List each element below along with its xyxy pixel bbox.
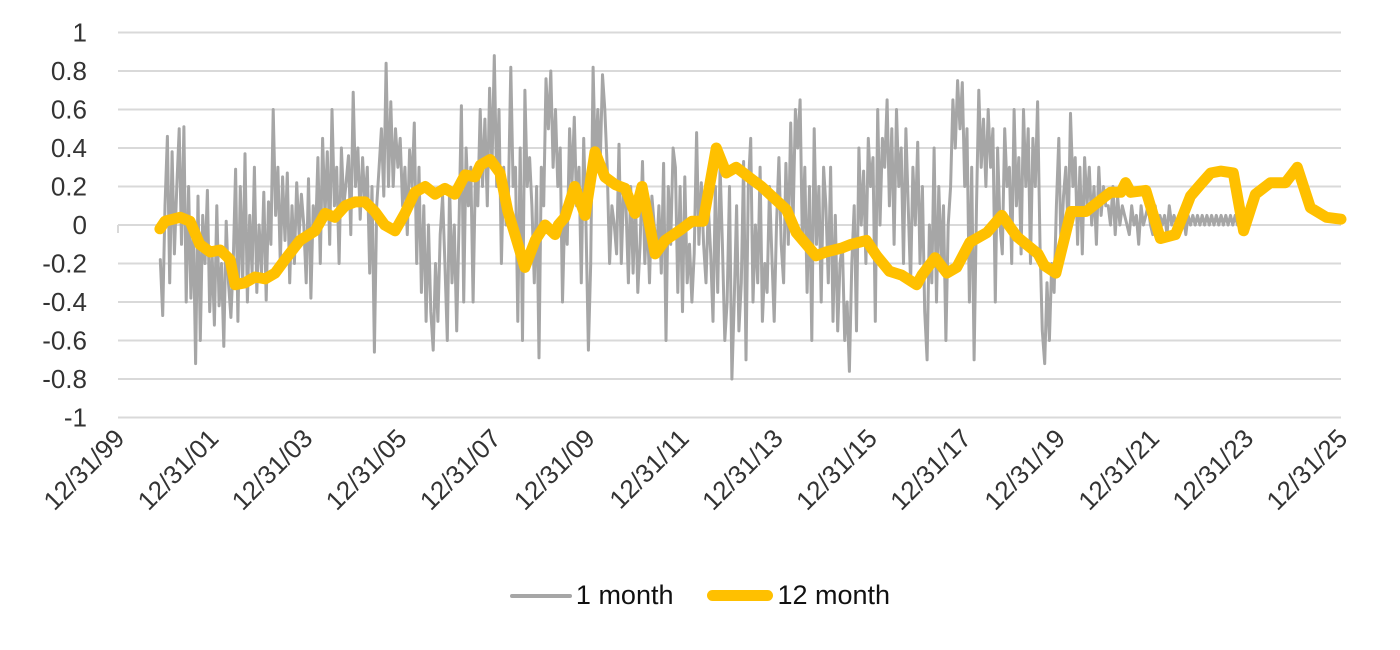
- legend-item-12-month: 12 month: [707, 580, 890, 611]
- legend: 1 month 12 month: [0, 580, 1400, 611]
- x-tick-label: 12/31/99: [37, 423, 130, 516]
- y-axis-labels: 1 0.8 0.6 0.4 0.2 0 -0.2 -0.4 -0.6 -0.8 -1: [42, 18, 87, 433]
- x-tick-label: 12/31/01: [132, 423, 225, 516]
- legend-label-12-month: 12 month: [777, 580, 891, 610]
- x-tick-label: 12/31/17: [884, 423, 977, 516]
- y-tick-label: 0.6: [51, 95, 87, 125]
- x-tick-label: 12/31/15: [790, 423, 883, 516]
- legend-swatch-1-month-icon: [509, 593, 572, 598]
- x-tick-label: 12/31/23: [1166, 423, 1259, 516]
- x-tick-label: 12/31/11: [603, 423, 694, 514]
- y-tick-label: 1: [73, 18, 87, 48]
- legend-swatch-12-month-icon: [707, 590, 774, 601]
- y-tick-label: -0.8: [42, 364, 87, 394]
- x-tick-label: 12/31/07: [414, 423, 507, 516]
- y-tick-label: -0.6: [42, 326, 87, 356]
- series-line-1-month: [158, 54, 1239, 381]
- x-tick-label: 12/31/09: [508, 423, 601, 516]
- x-tick-label: 12/31/21: [1072, 423, 1165, 516]
- x-tick-label: 12/31/19: [978, 423, 1071, 516]
- y-tick-label: -0.4: [42, 287, 87, 317]
- series-lines: [154, 54, 1347, 381]
- x-tick-label: 12/31/03: [226, 423, 319, 516]
- y-tick-label: -1: [64, 403, 87, 433]
- y-tick-label: -0.2: [42, 249, 87, 279]
- y-tick-label: 0: [73, 210, 87, 240]
- x-tick-label: 12/31/13: [696, 423, 789, 516]
- y-tick-label: 0.2: [51, 172, 87, 202]
- x-axis-labels: 12/31/99 12/31/01 12/31/03 12/31/05 12/31/07…: [37, 423, 1353, 516]
- series-line-12-month: [154, 142, 1347, 291]
- x-tick-label: 12/31/05: [320, 423, 413, 516]
- y-tick-label: 0.4: [51, 133, 87, 163]
- x-tick-label: 12/31/25: [1260, 423, 1353, 516]
- legend-label-1-month: 1 month: [575, 580, 674, 610]
- y-tick-label: 0.8: [51, 56, 87, 86]
- legend-item-1-month: 1 month: [509, 580, 674, 611]
